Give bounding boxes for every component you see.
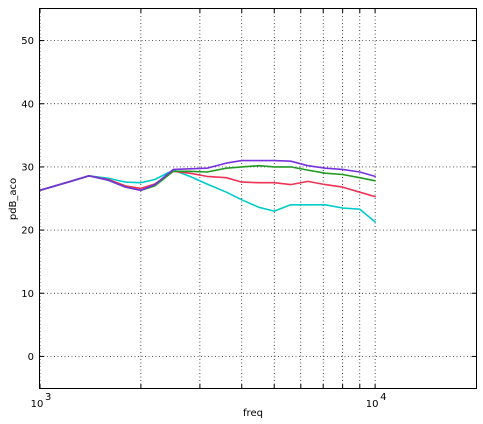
series-line-4 [39, 159, 376, 192]
series-line-3 [39, 164, 376, 192]
series-line-1 [39, 169, 376, 223]
y-tick-label: 50 [21, 36, 34, 47]
x-axis-label: freq [243, 408, 263, 419]
x-tick-label: 10 [366, 399, 379, 410]
y-axis-label: pdB_aco [8, 178, 19, 220]
y-tick-label: 10 [21, 289, 34, 300]
series-layer [39, 159, 376, 223]
y-tick-label: 30 [21, 162, 34, 173]
plot-frame [39, 8, 477, 389]
grid-layer [39, 9, 476, 388]
x-tick-label: 10 [31, 399, 44, 410]
y-tick-label: 20 [21, 226, 34, 237]
y-tick-label: 0 [28, 352, 34, 363]
x-tick-exponent: 3 [45, 392, 51, 403]
x-tick-exponent: 4 [380, 392, 386, 403]
y-tick-label: 40 [21, 99, 34, 110]
